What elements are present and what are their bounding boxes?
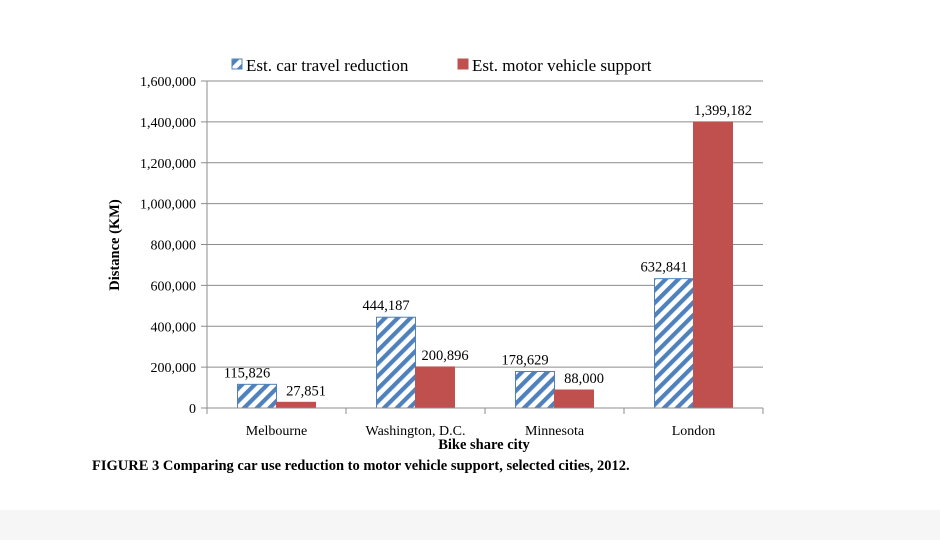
bar-motor-vehicle-support (276, 401, 316, 409)
bar-car-travel-reduction (376, 316, 416, 409)
y-tick-label: 800,000 (151, 239, 197, 254)
bar-motor-vehicle-support (415, 366, 455, 409)
data-label: 632,841 (640, 260, 687, 276)
legend-label-car-travel-reduction: Est. car travel reduction (246, 56, 409, 75)
x-tick-label: Minnesota (525, 424, 585, 439)
x-tick-label: Washington, D.C. (366, 424, 466, 439)
data-label: 444,187 (362, 298, 409, 314)
y-tick-label: 1,200,000 (140, 157, 196, 172)
y-tick-label: 200,000 (151, 361, 197, 376)
axes (201, 80, 764, 414)
y-tick-label: 1,600,000 (140, 75, 196, 90)
data-label: 88,000 (564, 371, 604, 387)
data-label: 115,826 (224, 365, 271, 381)
data-label: 178,629 (501, 352, 548, 368)
bottom-margin (0, 510, 940, 540)
data-label: 200,896 (421, 348, 468, 364)
legend-label-motor-vehicle-support: Est. motor vehicle support (472, 56, 652, 75)
y-tick-label: 600,000 (151, 279, 197, 294)
x-axis-title: Bike share city (438, 437, 530, 453)
legend-swatch-car-travel-reduction (231, 58, 243, 70)
bar-motor-vehicle-support (554, 389, 594, 409)
x-tick-label: Melbourne (246, 424, 307, 439)
figure-caption: FIGURE 3 Comparing car use reduction to … (92, 458, 630, 474)
bar-car-travel-reduction (515, 370, 555, 409)
bar-car-travel-reduction (654, 278, 694, 409)
data-label: 1,399,182 (694, 103, 752, 119)
data-label: 27,851 (286, 383, 326, 399)
bar-motor-vehicle-support (693, 121, 733, 409)
y-tick-label: 400,000 (151, 320, 197, 335)
bars (237, 121, 733, 409)
legend-swatch-motor-vehicle-support (457, 58, 469, 70)
y-tick-label: 1,000,000 (140, 198, 196, 213)
y-tick-label: 0 (189, 402, 196, 417)
gridlines (207, 80, 763, 368)
bar-car-travel-reduction (237, 383, 277, 409)
legend: Est. car travel reduction Est. motor vehi… (231, 56, 652, 75)
labels: 0 200,000 400,000 600,000 800,000 1,000,000 1,… (140, 75, 752, 439)
x-tick-label: London (672, 424, 716, 439)
y-axis-title: Distance (KM) (107, 199, 123, 291)
y-tick-label: 1,400,000 (140, 116, 196, 131)
